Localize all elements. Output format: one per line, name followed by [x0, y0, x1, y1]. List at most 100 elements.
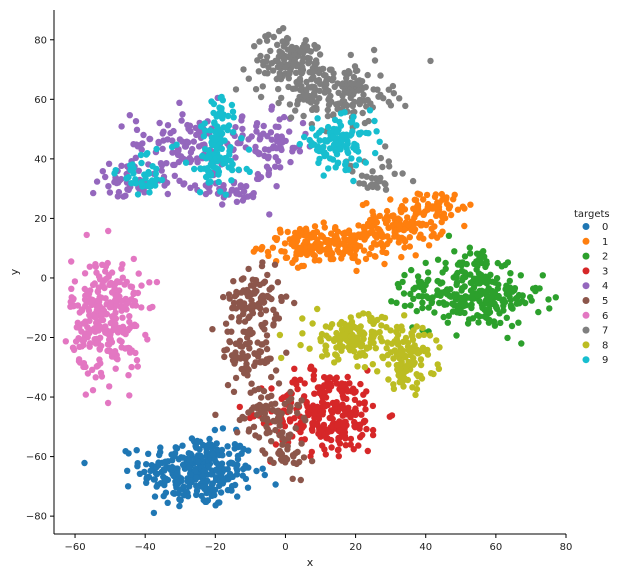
point-series-6 [99, 281, 106, 288]
point-series-2 [401, 302, 409, 310]
point-series-1 [384, 233, 391, 240]
point-series-3 [327, 436, 335, 444]
point-series-8 [346, 324, 353, 331]
point-series-4 [268, 103, 276, 110]
point-series-9 [218, 145, 225, 152]
point-series-2 [437, 280, 444, 287]
point-series-9 [348, 155, 355, 162]
point-series-6 [95, 318, 103, 325]
point-series-4 [289, 148, 296, 155]
point-series-2 [408, 266, 415, 274]
point-series-8 [406, 351, 414, 359]
point-series-5 [232, 374, 240, 382]
point-series-7 [270, 33, 277, 41]
point-series-4 [140, 131, 147, 139]
point-series-9 [238, 135, 245, 142]
point-series-5 [266, 429, 273, 436]
point-series-2 [414, 273, 422, 280]
point-series-4 [113, 176, 121, 184]
point-series-9 [216, 154, 224, 161]
legend-item-6: 6 [582, 311, 608, 322]
point-series-9 [228, 101, 236, 109]
point-series-5 [263, 356, 270, 363]
point-series-5 [239, 349, 246, 357]
point-series-6 [80, 320, 87, 327]
point-series-6 [86, 317, 93, 324]
point-series-7 [251, 43, 258, 50]
point-series-8 [387, 327, 394, 334]
point-series-9 [209, 141, 216, 149]
point-series-2 [467, 250, 474, 257]
point-series-7 [257, 93, 265, 101]
point-series-4 [190, 138, 197, 145]
point-series-2 [482, 288, 490, 295]
point-series-9 [217, 188, 224, 195]
point-series-9 [342, 166, 349, 174]
point-series-5 [270, 459, 277, 466]
point-series-0 [145, 450, 152, 457]
point-series-7 [391, 170, 398, 177]
point-series-5 [274, 407, 281, 415]
point-series-0 [204, 477, 211, 485]
point-series-2 [446, 292, 453, 299]
point-series-0 [162, 489, 170, 496]
point-series-4 [114, 193, 122, 200]
point-series-1 [290, 243, 298, 250]
point-series-4 [126, 112, 133, 119]
point-series-1 [313, 228, 321, 236]
point-series-9 [205, 147, 212, 154]
point-series-8 [278, 354, 285, 362]
point-series-3 [321, 446, 328, 453]
point-series-3 [308, 448, 315, 456]
point-series-1 [420, 235, 427, 242]
point-series-7 [323, 81, 330, 88]
point-series-9 [318, 127, 325, 134]
point-series-1 [450, 196, 457, 203]
point-series-5 [222, 320, 230, 327]
point-series-8 [368, 317, 375, 324]
point-series-3 [355, 442, 362, 449]
point-series-5 [243, 364, 250, 371]
point-series-9 [356, 156, 363, 163]
points-layer [62, 25, 559, 517]
point-series-3 [336, 427, 343, 434]
point-series-1 [360, 247, 368, 254]
series-6-points [62, 227, 161, 407]
point-series-3 [307, 406, 314, 413]
point-series-4 [163, 179, 171, 186]
point-series-0 [213, 459, 220, 466]
point-series-7 [377, 154, 384, 162]
point-series-7 [276, 72, 283, 80]
point-series-6 [89, 296, 96, 303]
point-series-5 [251, 387, 258, 394]
point-series-3 [315, 415, 323, 422]
legend-marker [582, 282, 590, 290]
point-series-7 [277, 62, 284, 69]
point-series-9 [214, 166, 222, 173]
point-series-0 [125, 450, 132, 457]
point-series-3 [369, 402, 377, 410]
legend-item-8: 8 [582, 340, 608, 351]
point-series-7 [349, 102, 356, 110]
point-series-0 [225, 450, 233, 457]
point-series-1 [405, 221, 412, 229]
point-series-6 [116, 337, 124, 344]
legend-item-9: 9 [582, 355, 608, 366]
point-series-5 [261, 450, 269, 457]
point-series-9 [332, 147, 339, 154]
point-series-7 [371, 57, 379, 64]
legend-label: 2 [602, 252, 608, 263]
point-series-5 [271, 315, 279, 323]
point-series-5 [270, 417, 277, 425]
point-series-9 [323, 151, 330, 158]
point-series-7 [364, 71, 371, 79]
point-series-3 [322, 403, 329, 410]
point-series-9 [182, 159, 190, 166]
point-series-0 [200, 467, 208, 474]
point-series-5 [238, 289, 245, 296]
point-series-9 [333, 129, 341, 136]
point-series-4 [156, 119, 163, 127]
point-series-5 [300, 454, 308, 461]
point-series-1 [371, 253, 378, 260]
point-series-4 [160, 137, 167, 144]
